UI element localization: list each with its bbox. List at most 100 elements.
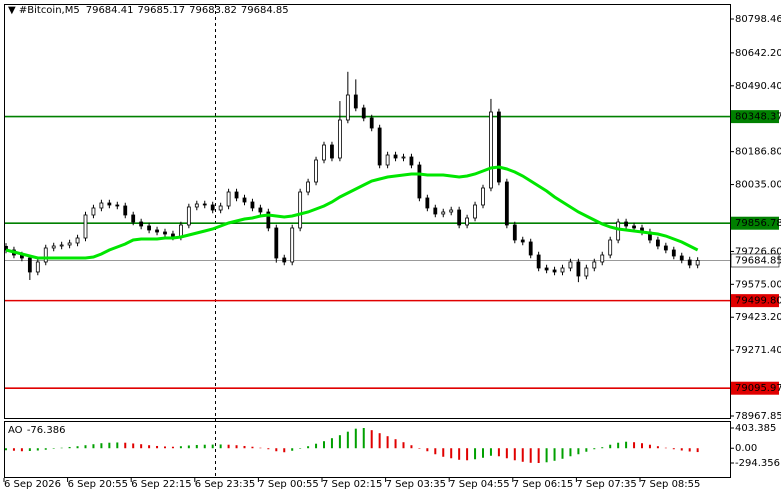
ao-bar [601,447,604,449]
ao-bar [609,444,612,449]
candle-body [671,249,676,257]
level-box [731,110,779,124]
ao-bar [434,448,437,455]
ao-bar [545,448,548,463]
candle-body [409,156,414,166]
candle-body [481,187,485,206]
candle-body [489,111,493,189]
candle-body [75,237,80,244]
x-tick-label: 6 Sep 23:35 [195,479,255,489]
chart-title: #Bitcoin,M5 [19,5,80,16]
candle-body [282,257,287,263]
ao-bar [140,444,143,449]
candle-body [250,201,255,209]
chart-header: ▼ #Bitcoin,M5 79684.41 79685.17 79683.82 796… [8,5,289,16]
ao-bar [569,448,572,457]
quote-high: 79685.17 [137,5,185,16]
candle-body [465,217,470,226]
x-tick-label: 7 Sep 00:55 [258,479,318,489]
x-tick-label: 7 Sep 04:55 [449,479,509,489]
candle-body [616,221,621,241]
candle-body [83,214,88,239]
y-tick-label: 79271.40 [735,345,781,356]
y-tick-label: 80490.40 [735,81,781,92]
candle-body [520,239,525,243]
candle-body [274,227,279,259]
candle-body [385,154,390,166]
ao-bar [354,428,357,449]
ao-bar [116,442,119,449]
ao-bar [394,439,397,449]
ao-bar [28,448,31,451]
x-tick-label: 7 Sep 07:35 [576,479,636,489]
ao-bar [179,446,182,449]
y-tick-label: 79726.60 [735,246,781,257]
ao-bar [299,448,302,449]
candle-body [552,269,557,273]
candle-body [218,205,223,211]
candle-body [377,127,382,166]
candle-body [67,242,72,246]
ao-bar [585,448,588,452]
x-tick-label: 6 Sep 20:55 [68,479,128,489]
candle-body [91,207,96,216]
candle-body [258,207,263,213]
ao-bar [5,448,7,451]
current-price-box [730,253,780,268]
candle-body [632,225,636,229]
ao-bar [171,446,174,449]
ao-bar [187,445,190,449]
candle-body [194,203,199,208]
y-tick-label: 80035.00 [735,180,781,191]
ao-bar [577,448,580,455]
level-box [731,381,779,395]
ao-bar [482,448,484,458]
candle-body [330,144,334,159]
candle-body [504,181,509,226]
candle-body [139,221,144,227]
candle-body [457,209,462,226]
ao-bar [529,448,532,463]
ao-bar [553,448,556,461]
candle-body [687,259,692,266]
ao-bar [641,443,643,449]
ao-bar [259,447,262,449]
candle-body [345,94,350,121]
ao-bar [656,446,659,449]
candle-body [568,261,573,269]
quote-close: 79684.85 [241,5,289,16]
ao-bar [450,448,453,459]
level-label: 80348.37 [735,112,781,123]
ao-bar [251,446,254,449]
ao-bar [211,444,214,449]
candle-body [59,244,64,247]
candle-body [417,164,422,199]
ao-bar [124,442,127,449]
candle-body [51,245,56,249]
level-label: 79095.97 [735,383,781,394]
ao-bar [513,448,516,461]
ao-bar [76,446,79,449]
ao-bar [307,446,310,449]
candle-body [353,94,358,109]
ao-bar [92,444,95,449]
ao-bar [458,448,461,460]
ao-bar [402,442,405,449]
ao-bar [227,444,230,449]
candle-body [393,154,398,159]
y-tick-label: 79575.00 [735,279,781,290]
candle-body [600,254,605,263]
ao-bar [386,436,389,449]
moving-average [5,165,699,260]
candle-body [663,245,668,251]
candle-body [27,257,32,273]
candle-body [584,267,589,277]
candle-body [496,111,501,183]
ao-bar [267,448,270,450]
candle-body [186,206,191,226]
ao-bar [84,445,87,449]
candle-body [322,144,326,161]
ao-bar [672,448,675,450]
ao-bar [100,443,103,449]
ao-bar [521,448,524,462]
